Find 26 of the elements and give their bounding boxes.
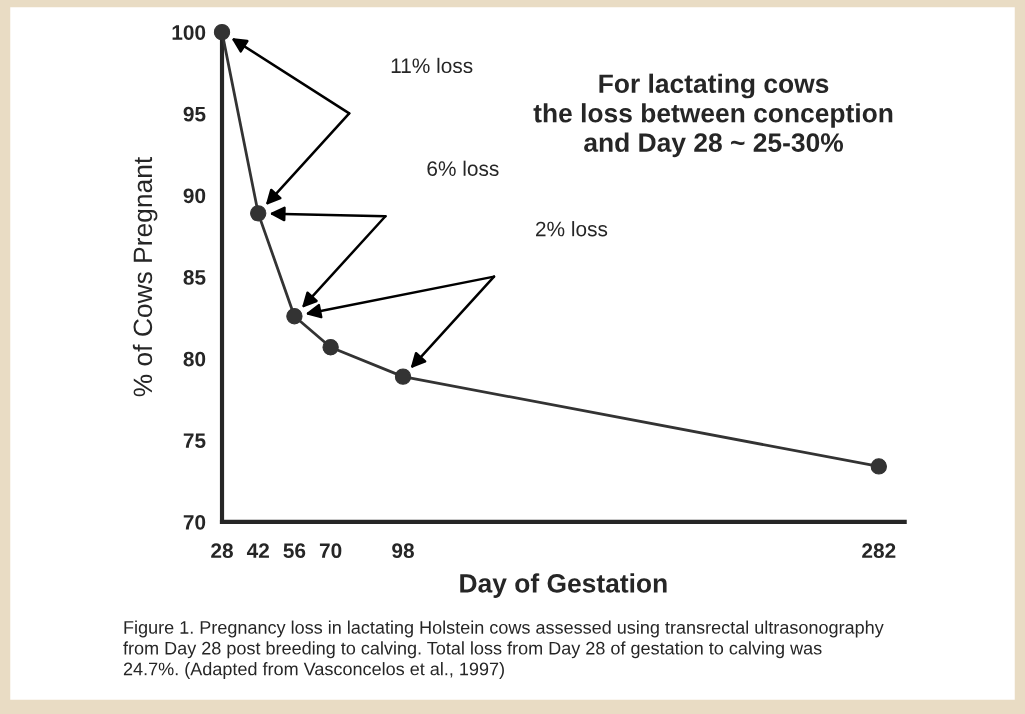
y-tick-label: 95: [183, 106, 206, 122]
annotation: 2% loss: [536, 221, 608, 237]
x-tick-label: 98: [392, 543, 414, 559]
annotation: For lactating cows the loss between conception and Day 28 ~ 25-30%: [533, 73, 893, 158]
y-tick-label: 80: [183, 351, 206, 367]
y-tick-label: 90: [183, 188, 206, 204]
point: [213, 23, 231, 41]
point: [870, 458, 887, 475]
y-tick-label: 100: [172, 25, 206, 40]
point: [394, 368, 412, 385]
caption: Figure 1. Pregnancy loss in lactating Holstein cows assessed using transrectal ultrasonography from Day 28 post breeding to calving. Total loss from Day 28 of gestation to calving was 24.7%. (Adapted from Vasconcelos et al., 1997): [123, 620, 884, 679]
y-tick-label: 75: [183, 433, 206, 449]
x-axis-title: Day of Gestation: [460, 573, 667, 598]
annotation: 6% loss: [427, 160, 499, 176]
x-tick-label: 42: [246, 543, 269, 558]
x-tick-label: 70: [319, 543, 342, 559]
x-tick-label: 282: [862, 543, 896, 559]
x-tick-label: 28: [211, 543, 233, 559]
y-tick-label: 85: [183, 270, 206, 285]
annotation: 11% loss: [391, 57, 473, 74]
point: [322, 339, 339, 356]
x-tick-label: 56: [283, 543, 306, 559]
point: [250, 205, 267, 222]
y-tick-label: 70: [183, 514, 206, 530]
y-axis-title: % of Cows Pregnant: [132, 156, 158, 397]
point: [286, 308, 303, 325]
